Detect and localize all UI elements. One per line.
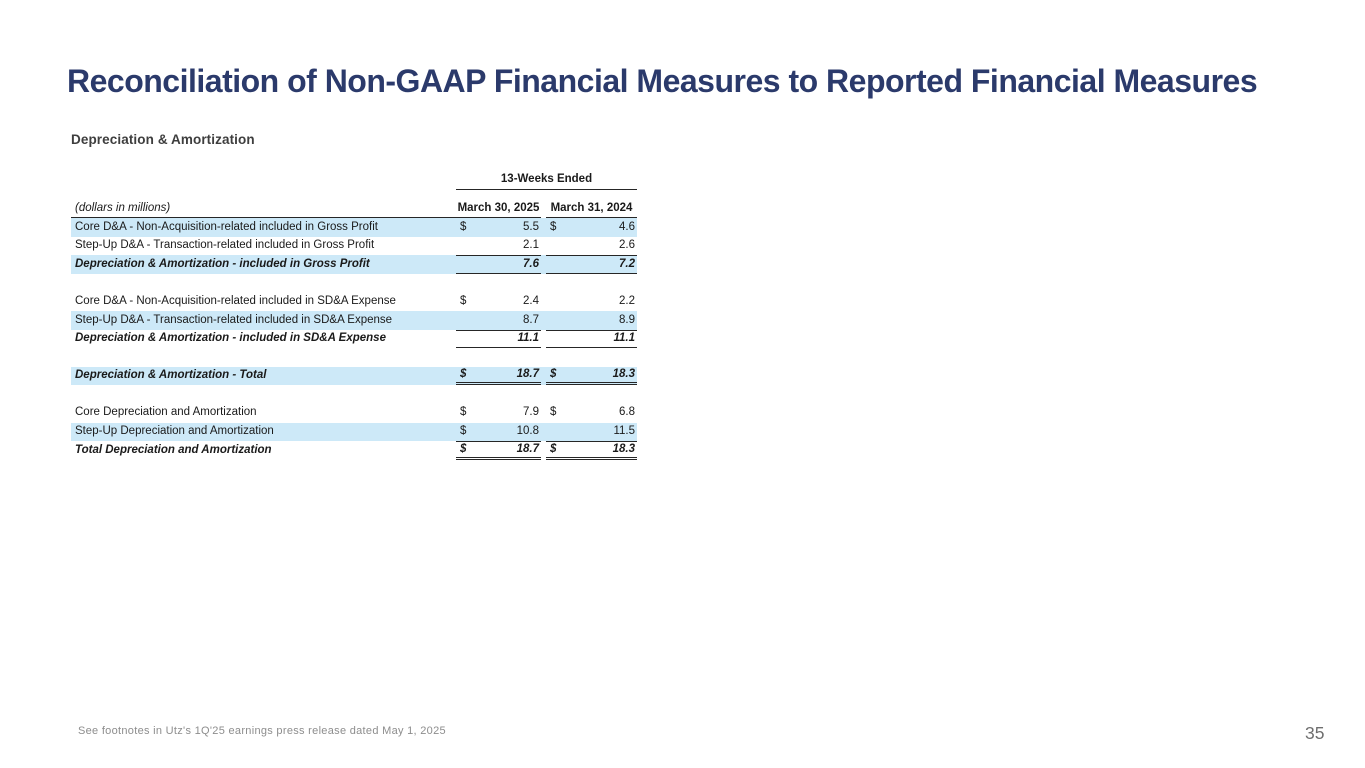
cell-value: 11.5 (613, 425, 635, 438)
value-cell-2024: $6.8 (546, 404, 637, 423)
currency-symbol: $ (550, 406, 557, 419)
cell-value: 18.3 (612, 442, 635, 455)
value-cell-2025: $5.5 (456, 218, 541, 237)
value-cell-2024: $18.3 (546, 367, 637, 386)
row-label: Depreciation & Amortization - included i… (75, 257, 370, 270)
row-label: Core Depreciation and Amortization (75, 406, 257, 419)
table-row: Core D&A - Non-Acquisition-related inclu… (71, 292, 637, 311)
cell-value: 18.3 (612, 367, 635, 380)
currency-symbol: $ (550, 367, 557, 380)
depreciation-amortization-table: 13-Weeks Ended (dollars in millions) Mar… (71, 173, 637, 460)
cell-value: 2.1 (523, 239, 539, 252)
value-cell-2025: $18.7 (456, 441, 541, 460)
currency-symbol: $ (460, 425, 467, 438)
currency-symbol: $ (460, 294, 467, 307)
section-title: Depreciation & Amortization (71, 132, 255, 147)
value-cell-2025: $10.8 (456, 423, 541, 442)
cell-value: 5.5 (523, 220, 539, 233)
cell-value: 10.8 (516, 425, 539, 438)
value-cell-2025: 7.6 (456, 255, 541, 274)
currency-symbol: $ (550, 442, 557, 455)
column-header-2024: March 31, 2024 (546, 202, 637, 218)
currency-symbol: $ (460, 406, 467, 419)
currency-symbol: $ (550, 220, 557, 233)
value-cell-2025: 11.1 (456, 329, 541, 349)
row-label: Step-Up D&A - Transaction-related includ… (75, 239, 375, 252)
row-label: Core D&A - Non-Acquisition-related inclu… (75, 294, 396, 307)
value-cell-2024: 11.5 (546, 423, 637, 442)
units-label: (dollars in millions) (71, 202, 456, 218)
cell-value: 2.6 (619, 239, 635, 252)
cell-value: 11.1 (517, 332, 539, 345)
table-row: Step-Up Depreciation and Amortization $1… (71, 422, 637, 442)
value-cell-2025: $2.4 (456, 292, 541, 311)
currency-symbol: $ (460, 442, 467, 455)
row-label: Step-Up D&A - Transaction-related includ… (75, 313, 393, 326)
spacer-row (71, 385, 637, 404)
cell-value: 18.7 (516, 367, 539, 380)
cell-value: 7.2 (619, 257, 635, 270)
cell-value: 8.9 (619, 313, 635, 326)
cell-value: 7.6 (523, 257, 539, 270)
value-cell-2025: $7.9 (456, 404, 541, 423)
table-header-row: (dollars in millions) March 30, 2025 Mar… (71, 202, 637, 218)
value-cell-2024: 11.1 (546, 329, 637, 349)
value-cell-2025: $18.7 (456, 367, 541, 386)
cell-value: 2.2 (619, 294, 635, 307)
footnote: See footnotes in Utz's 1Q'25 earnings pr… (78, 725, 446, 737)
value-cell-2024: $4.6 (546, 218, 637, 237)
cell-value: 6.8 (619, 406, 635, 419)
cell-value: 7.9 (523, 406, 539, 419)
table-row-total: Depreciation & Amortization - Total $18.… (71, 366, 637, 386)
cell-value: 18.7 (516, 442, 539, 455)
row-label: Total Depreciation and Amortization (75, 443, 272, 456)
cell-value: 8.7 (523, 313, 539, 326)
value-cell-2025: 8.7 (456, 311, 541, 330)
cell-value: 2.4 (523, 294, 539, 307)
spacer-row (71, 273, 637, 293)
table-row: Step-Up D&A - Transaction-related includ… (71, 237, 637, 256)
cell-value: 4.6 (619, 220, 635, 233)
value-cell-2024: 7.2 (546, 255, 637, 274)
table-row: Core D&A - Non-Acquisition-related inclu… (71, 218, 637, 237)
page-title: Reconciliation of Non-GAAP Financial Mea… (67, 63, 1258, 99)
row-label: Core D&A - Non-Acquisition-related inclu… (75, 220, 378, 233)
table-row: Core Depreciation and Amortization $7.9 … (71, 404, 637, 423)
value-cell-2024: 2.6 (546, 237, 637, 256)
spacer-row (71, 348, 637, 367)
table-row-subtotal: Depreciation & Amortization - included i… (71, 329, 637, 349)
period-header: 13-Weeks Ended (456, 173, 637, 190)
value-cell-2025: 2.1 (456, 237, 541, 256)
table-row-subtotal: Depreciation & Amortization - included i… (71, 255, 637, 274)
table-row-total: Total Depreciation and Amortization $18.… (71, 441, 637, 460)
column-header-2025: March 30, 2025 (456, 202, 541, 218)
row-label: Depreciation & Amortization - included i… (75, 332, 386, 345)
value-cell-2024: $18.3 (546, 441, 637, 460)
table-row: Step-Up D&A - Transaction-related includ… (71, 310, 637, 330)
value-cell-2024: 8.9 (546, 311, 637, 330)
value-cell-2024: 2.2 (546, 292, 637, 311)
currency-symbol: $ (460, 367, 467, 380)
row-label: Depreciation & Amortization - Total (75, 369, 267, 382)
cell-value: 11.1 (613, 332, 635, 345)
page-number: 35 (1305, 723, 1325, 743)
currency-symbol: $ (460, 220, 467, 233)
row-label: Step-Up Depreciation and Amortization (75, 425, 274, 438)
